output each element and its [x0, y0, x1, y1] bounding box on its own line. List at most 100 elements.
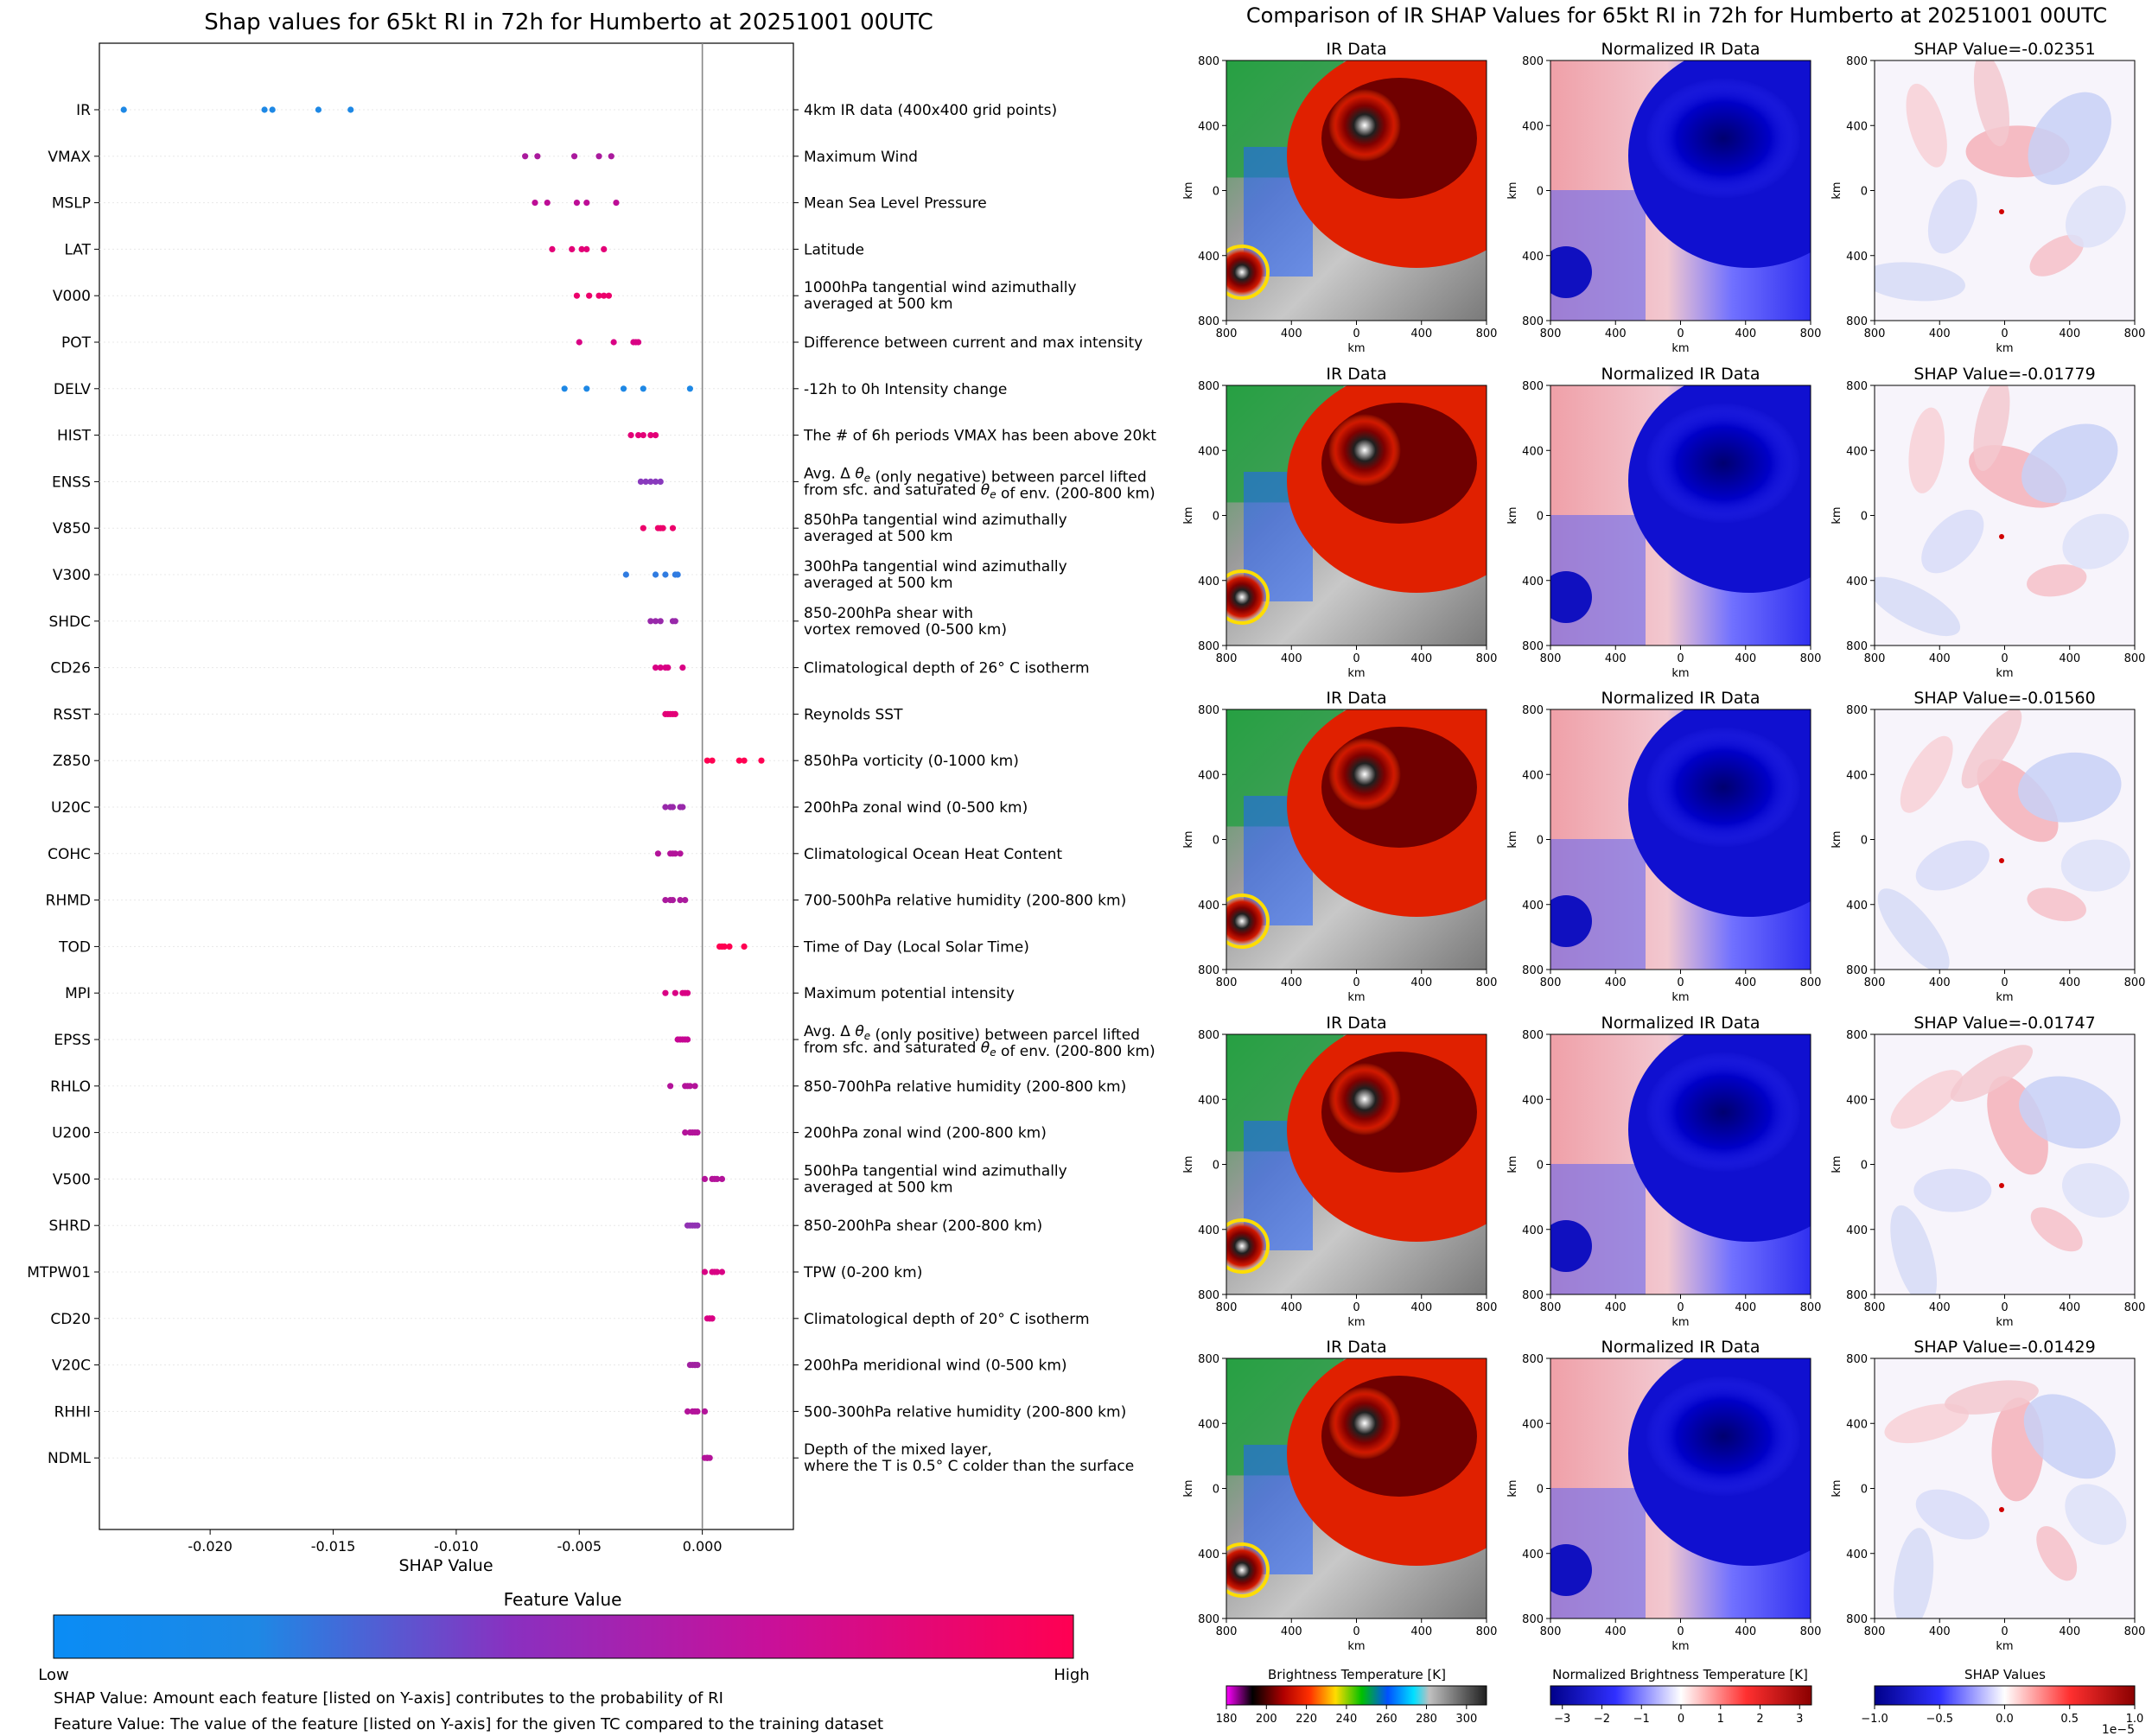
- panel-x-tick-label: 800: [1800, 1301, 1822, 1314]
- shap-point: [701, 1408, 709, 1415]
- ir-storm-humberto: [1328, 414, 1401, 486]
- panel-y-tick-label: 800: [1846, 704, 1868, 717]
- shap-point: [659, 525, 666, 531]
- feature-label: POT: [61, 334, 92, 352]
- panel-x-tick-label: 0: [2001, 1301, 2008, 1314]
- normalized-storm-secondary: [1550, 895, 1592, 947]
- panel-x-tick-label: 800: [1540, 652, 1562, 665]
- panel-x-tick-label: 400: [2059, 652, 2080, 665]
- panel-x-tick-label: 800: [1540, 1625, 1562, 1638]
- shap-point: [684, 989, 691, 996]
- panel-y-tick-label: 400: [1522, 900, 1544, 913]
- shap-point: [605, 292, 613, 299]
- panel-x-tick-label: 400: [1735, 652, 1756, 665]
- shap-point: [583, 245, 590, 252]
- shap-point: [578, 245, 585, 252]
- feature-label: SHDC: [48, 614, 91, 631]
- panel-y-label: km: [1182, 1479, 1195, 1497]
- ir-storm-ring: [1226, 245, 1270, 300]
- shap-point: [315, 106, 322, 113]
- panel-y-tick-label: 800: [1846, 964, 1868, 977]
- feature-description: Climatological depth of 20° C isotherm: [804, 1311, 1090, 1328]
- colorbar-tick-label: 0: [1678, 1713, 1684, 1726]
- panel-y-label: km: [1182, 830, 1195, 848]
- panel-x-tick-label: 400: [1281, 1625, 1302, 1638]
- panel-x-tick-label: 800: [1476, 1625, 1498, 1638]
- panel-x-tick-label: 800: [1800, 652, 1822, 665]
- panel-x-tick-label: 400: [1735, 327, 1756, 340]
- normalized-storm-secondary: [1550, 1544, 1592, 1596]
- panel-y-tick-label: 800: [1198, 1353, 1219, 1366]
- colorbar-tick-label: 1.0: [2126, 1713, 2144, 1726]
- colorbar-tick-label: −1.0: [1861, 1713, 1888, 1726]
- normalized-ir-panel: Normalized IR Data8008004004000040040080…: [1506, 365, 1822, 680]
- shap-map-blob: [1908, 407, 1945, 493]
- shap-point: [652, 571, 659, 578]
- panel-x-tick-label: 800: [1800, 976, 1822, 989]
- shap-map-blob: [2027, 564, 2087, 597]
- panel-y-tick-label: 400: [1846, 1418, 1868, 1431]
- shap-point: [532, 200, 538, 207]
- feature-label: COHC: [48, 846, 91, 863]
- panel-x-tick-label: 0: [1677, 327, 1684, 340]
- panel-x-tick-label: 800: [1864, 1625, 1886, 1638]
- ir-data-title: IR Data: [1326, 40, 1386, 59]
- shap-point: [347, 106, 354, 113]
- ir-storm-ring: [1226, 1218, 1270, 1274]
- feature-description: 200hPa zonal wind (0-500 km): [804, 799, 1028, 817]
- shap-point: [694, 1362, 701, 1369]
- shap-map-blob: [1884, 1403, 1969, 1444]
- feature-label: ENSS: [52, 474, 91, 491]
- normalized-ir-panel: Normalized IR Data8008004004000040040080…: [1506, 40, 1822, 355]
- panel-x-tick-label: 800: [1800, 327, 1822, 340]
- panel-x-tick-label: 0: [1677, 1301, 1684, 1314]
- feature-description: from sfc. and saturated θe of env. (200-…: [804, 1040, 1156, 1060]
- feature-label: NDML: [48, 1450, 91, 1467]
- panel-y-tick-label: 0: [1537, 186, 1544, 199]
- norm-colorbar: [1550, 1685, 1812, 1706]
- shap-point: [576, 339, 583, 346]
- shap-point: [714, 1269, 721, 1275]
- shap-map-blob: [1890, 1070, 1963, 1129]
- panel-x-label: km: [1671, 667, 1689, 680]
- panel-x-label: km: [1347, 1640, 1365, 1653]
- panel-y-tick-label: 0: [1537, 835, 1544, 848]
- feature-label: RHMD: [46, 893, 91, 910]
- shap-map-blob: [2066, 185, 2126, 248]
- shap-point: [534, 153, 541, 160]
- bt-colorbar: [1226, 1685, 1487, 1706]
- panel-y-tick-label: 800: [1198, 964, 1219, 977]
- panel-x-tick-label: 800: [2124, 652, 2146, 665]
- panel-y-label: km: [1506, 181, 1519, 199]
- ir-storm-humberto: [1328, 1063, 1401, 1135]
- panel-y-label: km: [1506, 830, 1519, 848]
- shap-point: [662, 571, 669, 578]
- panel-x-tick-label: 400: [1281, 976, 1302, 989]
- feature-description: 500hPa tangential wind azimuthally: [804, 1162, 1067, 1180]
- shap-point: [714, 1175, 721, 1182]
- bt-colorbar-ticks: 180 200 220 240 260 280 300: [1216, 1705, 1477, 1726]
- shap-point: [652, 665, 659, 671]
- shap-point: [608, 153, 614, 160]
- panel-y-tick-label: 0: [1213, 186, 1219, 199]
- panel-y-label: km: [1830, 1479, 1843, 1497]
- shap-point: [652, 478, 659, 486]
- panel-x-tick-label: 800: [2124, 327, 2146, 340]
- feature-descriptions: 4km IR data (400x400 grid points) Maximum…: [803, 102, 1156, 1475]
- panel-x-tick-label: 400: [1605, 976, 1627, 989]
- shap-map-blob: [2062, 513, 2130, 569]
- feature-description: Mean Sea Level Pressure: [804, 195, 987, 213]
- shap-point: [640, 432, 646, 439]
- shap-point: [601, 245, 608, 252]
- panel-x-label: km: [1347, 342, 1365, 355]
- panel-x-tick-label: 800: [1540, 976, 1562, 989]
- feature-label: CD20: [50, 1311, 91, 1328]
- shap-map-blob: [2065, 1484, 2127, 1545]
- feature-description: Latitude: [804, 241, 864, 258]
- panel-x-tick-label: 800: [1540, 1301, 1562, 1314]
- panel-y-tick-label: 800: [1198, 640, 1219, 653]
- colorbar-tick-label: 280: [1416, 1713, 1437, 1726]
- shap-point: [652, 432, 659, 439]
- feature-label: V850: [53, 520, 91, 537]
